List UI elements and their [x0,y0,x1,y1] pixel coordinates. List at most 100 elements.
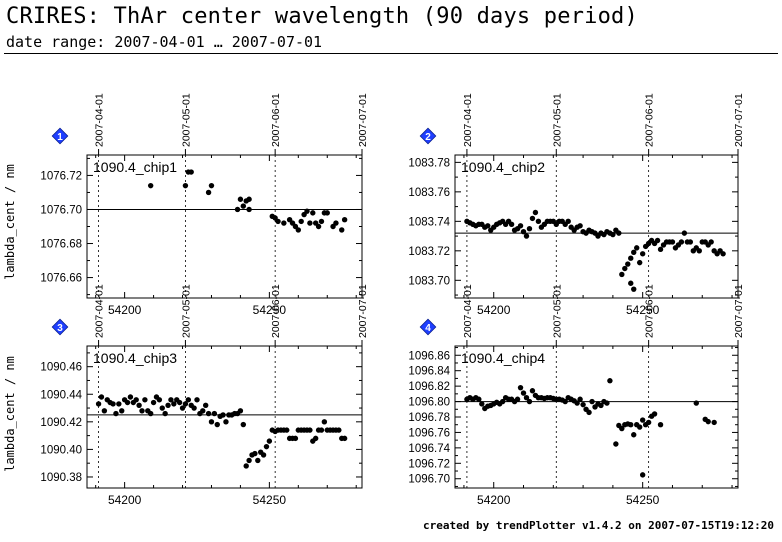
data-point [514,396,521,402]
data-point [619,271,625,278]
data-point [295,227,302,233]
date-marker-label: 2007-05-01 [180,93,192,147]
data-point [292,435,299,442]
panel-number: 3 [57,323,63,334]
data-point [127,394,134,400]
y-tick-label: 1083.76 [408,187,450,199]
panel-number-diamond-icon [419,318,437,336]
x-tick-label: 54250 [253,303,287,317]
data-point [234,206,241,213]
data-point [476,396,482,402]
data-point [526,398,533,405]
data-point [266,438,273,444]
y-tick-label: 1076.68 [40,239,82,251]
data-point [176,399,183,406]
data-point [336,427,342,433]
data-point [589,398,595,405]
data-point [580,401,586,408]
data-point [133,397,139,403]
data-point [150,399,157,406]
data-point [631,432,637,438]
panel-number-diamond-icon [419,127,437,145]
y-tick-label: 1083.70 [408,275,450,287]
data-point [720,251,726,257]
data-point [508,221,515,227]
data-point [304,208,310,214]
date-range-subtitle: date range: 2007-04-01 … 2007-07-01 [6,33,323,51]
data-point [711,419,717,426]
data-point [341,216,348,223]
data-point [654,237,661,244]
y-tick-label: 1096.76 [408,427,450,439]
data-point [136,402,142,408]
data-point [678,239,685,245]
y-tick-label: 1096.72 [408,458,450,470]
date-marker-label: 2007-06-01 [644,93,656,147]
data-point [298,218,304,225]
x-tick-label: 54200 [477,303,511,317]
data-point [310,210,316,216]
data-point [208,419,215,425]
data-point [318,218,325,225]
data-point [616,230,622,236]
data-point [586,409,592,416]
x-tick-label: 54250 [253,493,287,507]
data-point [205,410,212,417]
data-point [194,397,200,403]
data-point [657,422,664,428]
footer-credit: created by trendPlotter v1.4.2 on 2007-0… [423,519,774,532]
data-point [252,450,258,457]
date-marker-label: 2007-04-01 [462,284,474,338]
data-point [693,400,699,406]
data-point [708,239,714,245]
panel-number: 1 [57,132,63,143]
y-tick-label: 1076.72 [40,170,82,182]
data-point [645,419,652,426]
data-point [598,402,604,409]
data-point [607,378,613,384]
data-point [246,457,252,464]
data-point [577,223,583,229]
y-tick-label: 1076.70 [40,204,82,216]
series-label: 1090.4_chip1 [93,159,177,175]
date-marker-label: 2007-04-01 [94,284,106,338]
data-point [179,405,186,411]
y-tick-label: 1083.78 [408,157,450,169]
data-point [318,427,325,433]
x-tick-label: 54200 [108,303,142,317]
data-point [532,209,539,216]
data-point [116,401,122,407]
data-point [562,398,568,405]
plot-frame [454,345,739,489]
data-point [613,441,619,447]
y-tick-label: 1076.66 [40,273,82,285]
date-marker-label: 2007-04-01 [94,93,106,147]
data-point [165,402,171,408]
date-marker-label: 2007-07-01 [357,93,369,147]
data-point [634,245,640,251]
data-point [147,182,154,189]
x-tick-label: 54250 [626,303,660,317]
data-point [260,452,267,458]
data-point [333,220,339,226]
data-point [240,203,247,209]
x-tick-label: 54200 [108,493,142,507]
data-point [577,396,583,402]
panel-number: 4 [425,323,431,334]
panel-chip1: 2007-04-01 2007-05-01 2007-06-01 2007-07-01… [40,93,369,317]
series-label: 1090.4_chip3 [93,350,177,366]
data-point [628,255,634,261]
chart-title: CRIRES: ThAr center wavelength (90 days … [6,4,638,29]
data-point [651,411,658,417]
data-point [631,286,637,292]
data-point [636,259,643,266]
data-point [168,397,174,403]
data-point [307,427,313,433]
data-point [263,443,270,450]
data-point [240,421,247,428]
y-tick-label: 1083.72 [408,246,450,258]
y-tick-label: 1096.74 [408,443,450,455]
x-tick-label: 54250 [626,493,660,507]
y-tick-label: 1096.70 [408,474,450,486]
data-point [142,397,148,403]
